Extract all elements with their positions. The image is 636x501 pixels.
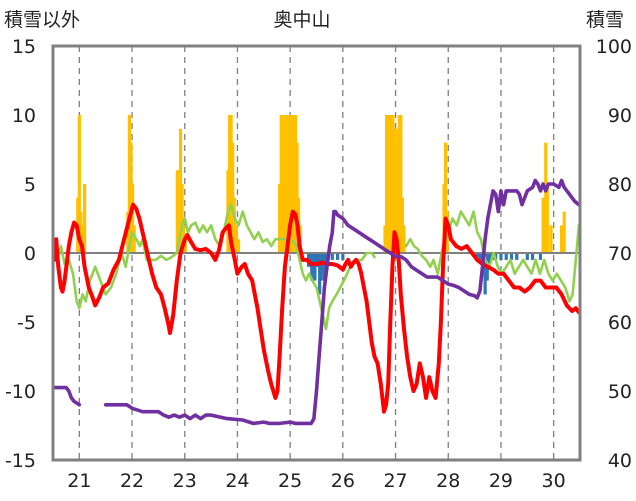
bar xyxy=(559,225,564,253)
bar xyxy=(402,225,406,253)
right-tick-labels: 100 90 80 70 60 50 40 xyxy=(596,36,632,472)
right-tick-label: 80 xyxy=(608,174,632,196)
series-line-purple xyxy=(103,178,581,426)
x-tick-label: 27 xyxy=(383,470,407,492)
left-tick-labels: 15 10 5 0 -5 -10 -15 xyxy=(5,36,36,472)
bar xyxy=(499,253,503,260)
left-tick-label: -15 xyxy=(5,450,36,472)
series-lines xyxy=(52,178,581,426)
gridlines xyxy=(78,46,555,460)
right-tick-label: 60 xyxy=(608,312,632,334)
bar xyxy=(515,253,519,260)
bar xyxy=(335,253,340,260)
left-axis-label: 積雪以外 xyxy=(4,9,80,31)
bar xyxy=(83,184,87,253)
bar xyxy=(80,225,85,253)
bar xyxy=(530,253,535,260)
right-tick-label: 50 xyxy=(608,381,632,403)
series-line-red xyxy=(52,202,581,414)
bar xyxy=(341,253,345,260)
bar xyxy=(545,184,549,253)
series-line-purple xyxy=(52,385,82,407)
bar xyxy=(541,197,545,253)
right-axis-label: 積雪 xyxy=(586,9,624,31)
bar xyxy=(130,184,135,253)
bar xyxy=(509,253,514,260)
right-tick-label: 90 xyxy=(608,105,632,127)
bar xyxy=(538,253,543,260)
bar xyxy=(236,239,241,253)
bar xyxy=(504,253,508,260)
bar xyxy=(132,225,136,253)
bar xyxy=(483,253,487,295)
x-tick-label: 23 xyxy=(173,470,197,492)
x-tick-label: 30 xyxy=(542,470,566,492)
bar xyxy=(399,115,403,253)
bar xyxy=(77,115,81,253)
left-tick-label: 10 xyxy=(12,105,36,127)
bar xyxy=(180,184,184,253)
x-tick-label: 22 xyxy=(120,470,144,492)
bar xyxy=(478,253,482,260)
x-tick-labels: 21 22 23 24 25 26 27 28 29 30 xyxy=(67,470,565,492)
left-tick-label: 15 xyxy=(12,36,36,58)
left-tick-label: 0 xyxy=(24,243,36,265)
left-tick-label: -10 xyxy=(5,381,36,403)
bar xyxy=(234,225,238,253)
x-tick-label: 21 xyxy=(67,470,91,492)
bar xyxy=(183,239,187,253)
bar xyxy=(562,211,566,253)
bar xyxy=(330,253,334,260)
series-line-green xyxy=(52,203,376,331)
x-tick-label: 28 xyxy=(436,470,460,492)
right-tick-label: 70 xyxy=(608,243,632,265)
left-tick-label: 5 xyxy=(24,174,36,196)
right-tick-label: 100 xyxy=(596,36,632,58)
bar xyxy=(475,253,479,258)
chart-title: 奥中山 xyxy=(273,9,330,31)
bar xyxy=(444,142,448,253)
bar xyxy=(232,197,236,253)
plot-frame xyxy=(51,44,582,462)
x-tick-label: 25 xyxy=(278,470,302,492)
bar xyxy=(525,253,529,260)
series-line-green xyxy=(404,210,581,303)
x-tick-label: 29 xyxy=(489,470,513,492)
bar xyxy=(549,225,553,253)
right-tick-label: 40 xyxy=(608,450,632,472)
left-tick-label: -5 xyxy=(17,312,36,334)
bar xyxy=(487,253,491,267)
x-tick-label: 24 xyxy=(225,470,249,492)
x-tick-label: 26 xyxy=(331,470,355,492)
